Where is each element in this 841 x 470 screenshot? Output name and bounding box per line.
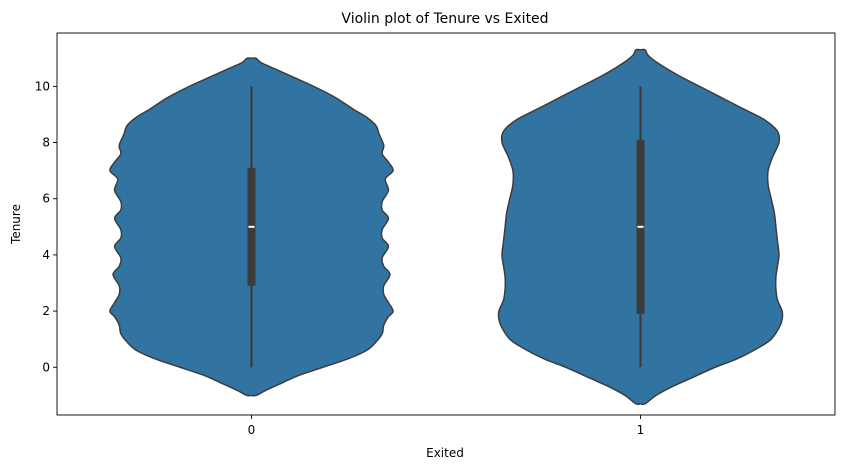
y-tick-label: 6 bbox=[42, 192, 50, 206]
plot-frame bbox=[56, 32, 836, 416]
x-tick-label: 1 bbox=[637, 423, 645, 437]
x-axis-label: Exited bbox=[426, 446, 464, 460]
violins-group bbox=[109, 48, 784, 406]
chart-title: Violin plot of Tenure vs Exited bbox=[341, 11, 548, 27]
y-tick-label: 10 bbox=[35, 79, 50, 93]
y-tick-label: 4 bbox=[42, 248, 50, 262]
y-axis-label: Tenure bbox=[9, 204, 23, 245]
x-tick-label: 0 bbox=[248, 423, 256, 437]
y-tick-label: 2 bbox=[42, 304, 50, 318]
y-tick-label: 8 bbox=[42, 136, 50, 150]
y-tick-label: 0 bbox=[42, 360, 50, 374]
y-axis: 0 2 4 6 8 10 bbox=[35, 79, 57, 374]
